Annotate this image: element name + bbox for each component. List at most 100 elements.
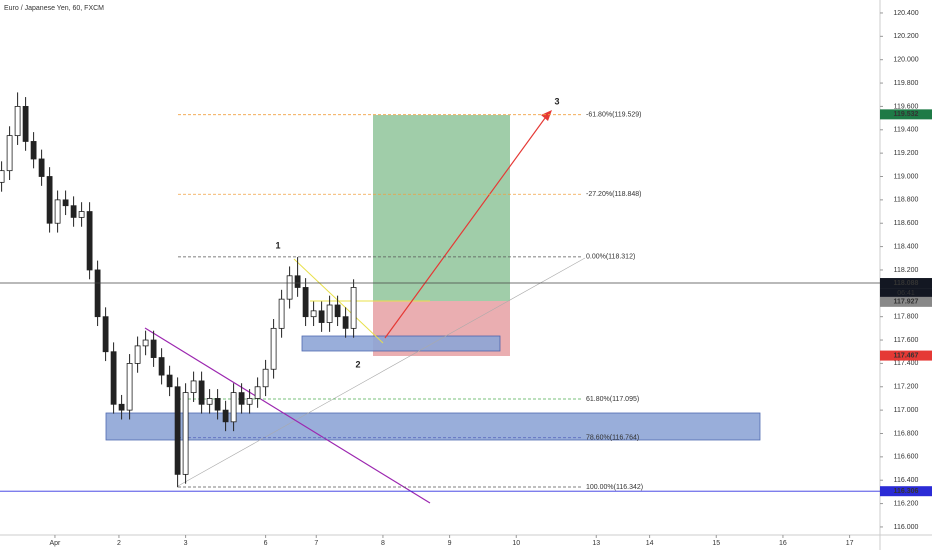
candle-body [310,310,317,318]
x-tick-label: 8 [381,540,385,547]
y-tick-label: 118.600 [894,220,919,227]
fib-label: 0.00%(118.312) [586,254,635,261]
candle-body [158,357,165,376]
chart-title: Euro / Japanese Yen, 60, FXCM [4,5,104,12]
demand-zone [105,412,761,441]
x-tick-label: Apr [49,540,61,547]
y-tick-label: 117.800 [894,314,919,321]
candle-body [6,135,13,172]
price-badge [880,278,932,289]
countdown-badge [880,288,932,299]
x-tick-label: 15 [712,540,720,547]
price-badge [880,296,932,307]
candle-body [62,199,69,207]
fib-label: 61.80%(117.095) [586,396,639,403]
wave-label: 1 [275,240,280,250]
candle-body [166,374,173,388]
y-tick-label: 118.800 [894,197,919,204]
candle-body [318,310,325,323]
x-tick-label: 17 [846,540,854,547]
candle-body [278,298,285,329]
y-tick-label: 120.200 [893,33,918,40]
y-tick-label: 117.000 [894,407,919,414]
candle-body [150,339,157,358]
candle-body [326,304,333,323]
candle-body [78,211,85,218]
candle-body [134,345,141,364]
x-tick-label: 6 [264,540,268,547]
entry-zone [301,335,501,352]
candle-body [38,158,45,177]
y-tick-label: 116.200 [894,500,919,507]
candle-body [110,351,117,405]
candle-body [126,363,133,411]
candle-body [262,368,269,388]
candle-body [86,211,93,271]
y-tick-label: 119.800 [894,80,919,87]
price-badge-label: 119.532 [894,111,919,118]
arrow [384,113,549,339]
candle-body [118,403,125,411]
y-tick-label: 118.400 [894,243,919,250]
price-badge-label: 118.088 [894,280,919,287]
candle-body [174,386,181,475]
candle-body [254,386,261,399]
y-tick-label: 119.600 [894,103,919,110]
y-tick-label: 119.000 [894,173,919,180]
candle-body [302,287,309,318]
fib-label: 78.60%(116.764) [586,435,639,442]
candle-body [238,392,245,405]
candle-body [14,106,21,137]
candle-body [102,316,109,353]
candle-body [46,176,53,224]
countdown: 06:41 [897,290,915,297]
candle-body [294,275,301,288]
candle-body [246,398,253,405]
y-tick-label: 117.400 [894,360,919,367]
x-tick-label: 10 [512,540,520,547]
candle-body [270,327,277,370]
candle-body [0,170,5,183]
fib-label: -61.80%(119.529) [586,112,642,119]
candle-body [214,398,221,411]
target-zone [373,115,510,301]
y-tick-label: 116.400 [894,477,919,484]
candle-body [142,339,149,347]
fib-label: -27.20%(118.848) [586,191,642,198]
candle-body [70,205,77,218]
candle-body [30,141,37,160]
candle-body [342,316,349,329]
candle-body [222,409,229,423]
wave-label: 3 [554,96,559,106]
x-tick-label: 3 [184,540,188,547]
candle-body [206,398,213,405]
wave-label: 2 [355,359,360,369]
y-tick-label: 117.600 [894,337,919,344]
price-badge [880,350,932,361]
y-tick-label: 116.800 [894,430,919,437]
y-tick-label: 119.200 [894,150,919,157]
y-tick-label: 117.200 [894,384,919,391]
y-tick-label: 119.400 [894,127,919,134]
x-tick-label: 7 [314,540,318,547]
candle-body [334,304,341,318]
x-tick-label: 2 [117,540,121,547]
y-tick-label: 116.600 [894,454,919,461]
y-tick-label: 116.000 [894,524,919,531]
price-badge [880,109,932,120]
price-badge-label: 117.927 [894,299,919,306]
candle-body [190,380,197,394]
price-badge [880,486,932,497]
candle-body [54,199,61,224]
fib-label: 100.00%(116.342) [586,484,643,491]
candle-body [22,106,29,142]
y-tick-label: 118.200 [894,267,919,274]
candle-body [182,392,189,475]
x-tick-label: 13 [592,540,600,547]
candle-body [94,269,101,318]
trend-line-gray [177,257,586,487]
price-badge-label: 117.467 [894,352,919,359]
candle-body [230,392,237,423]
price-badge-label: 116.306 [894,488,919,495]
